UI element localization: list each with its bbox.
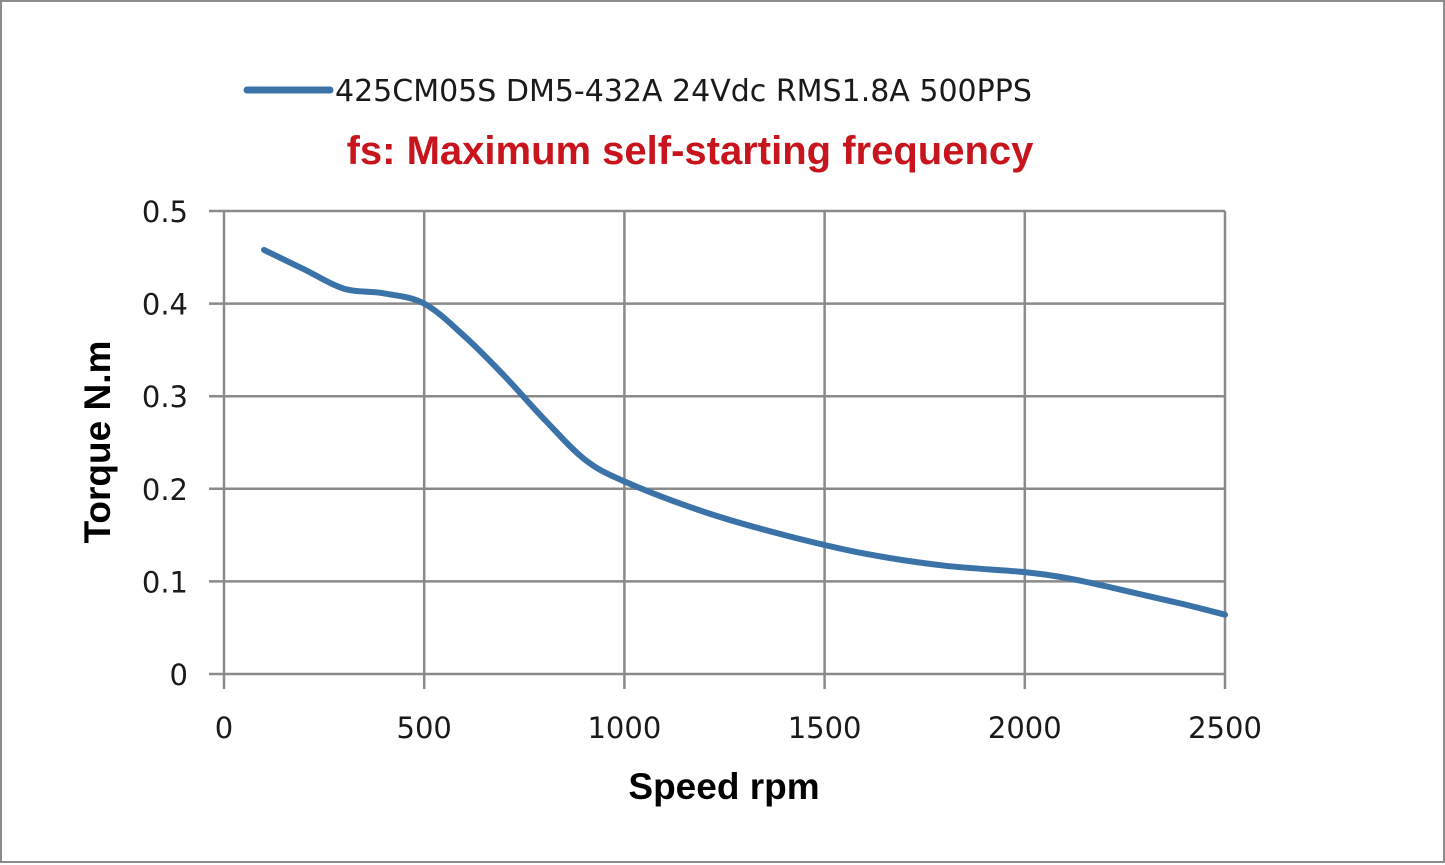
x-tick-label: 500 xyxy=(397,711,452,745)
x-tick-label: 2000 xyxy=(988,711,1062,745)
x-tick-label: 0 xyxy=(215,711,233,745)
y-tick-label: 0.1 xyxy=(142,565,188,599)
y-tick-label: 0.5 xyxy=(142,195,188,229)
y-tick-label: 0.2 xyxy=(142,473,188,507)
legend-label-series-1: 425CM05S DM5-432A 24Vdc RMS1.8A 500PPS xyxy=(335,74,1032,109)
x-tick-label: 2500 xyxy=(1188,711,1262,745)
x-tick-label: 1000 xyxy=(587,711,661,745)
grid xyxy=(209,209,1227,689)
y-axis-title: Torque N.m xyxy=(77,341,118,544)
y-tick-label: 0.4 xyxy=(142,288,188,322)
legend: 425CM05S DM5-432A 24Vdc RMS1.8A 500PPS xyxy=(243,74,1032,109)
x-axis-title: Speed rpm xyxy=(628,766,819,807)
series-layer xyxy=(261,246,1228,618)
y-tick-label: 0.3 xyxy=(142,380,188,414)
tick-labels: 0 0.1 0.2 0.3 0.4 0.5 0 500 1000 1500 2000 2500 xyxy=(142,195,1262,745)
chart-annotation: fs: Maximum self-starting frequency xyxy=(347,129,1035,173)
series-line-1 xyxy=(261,246,1228,618)
x-tick-label: 1500 xyxy=(788,711,862,745)
y-tick-label: 0 xyxy=(170,658,188,692)
